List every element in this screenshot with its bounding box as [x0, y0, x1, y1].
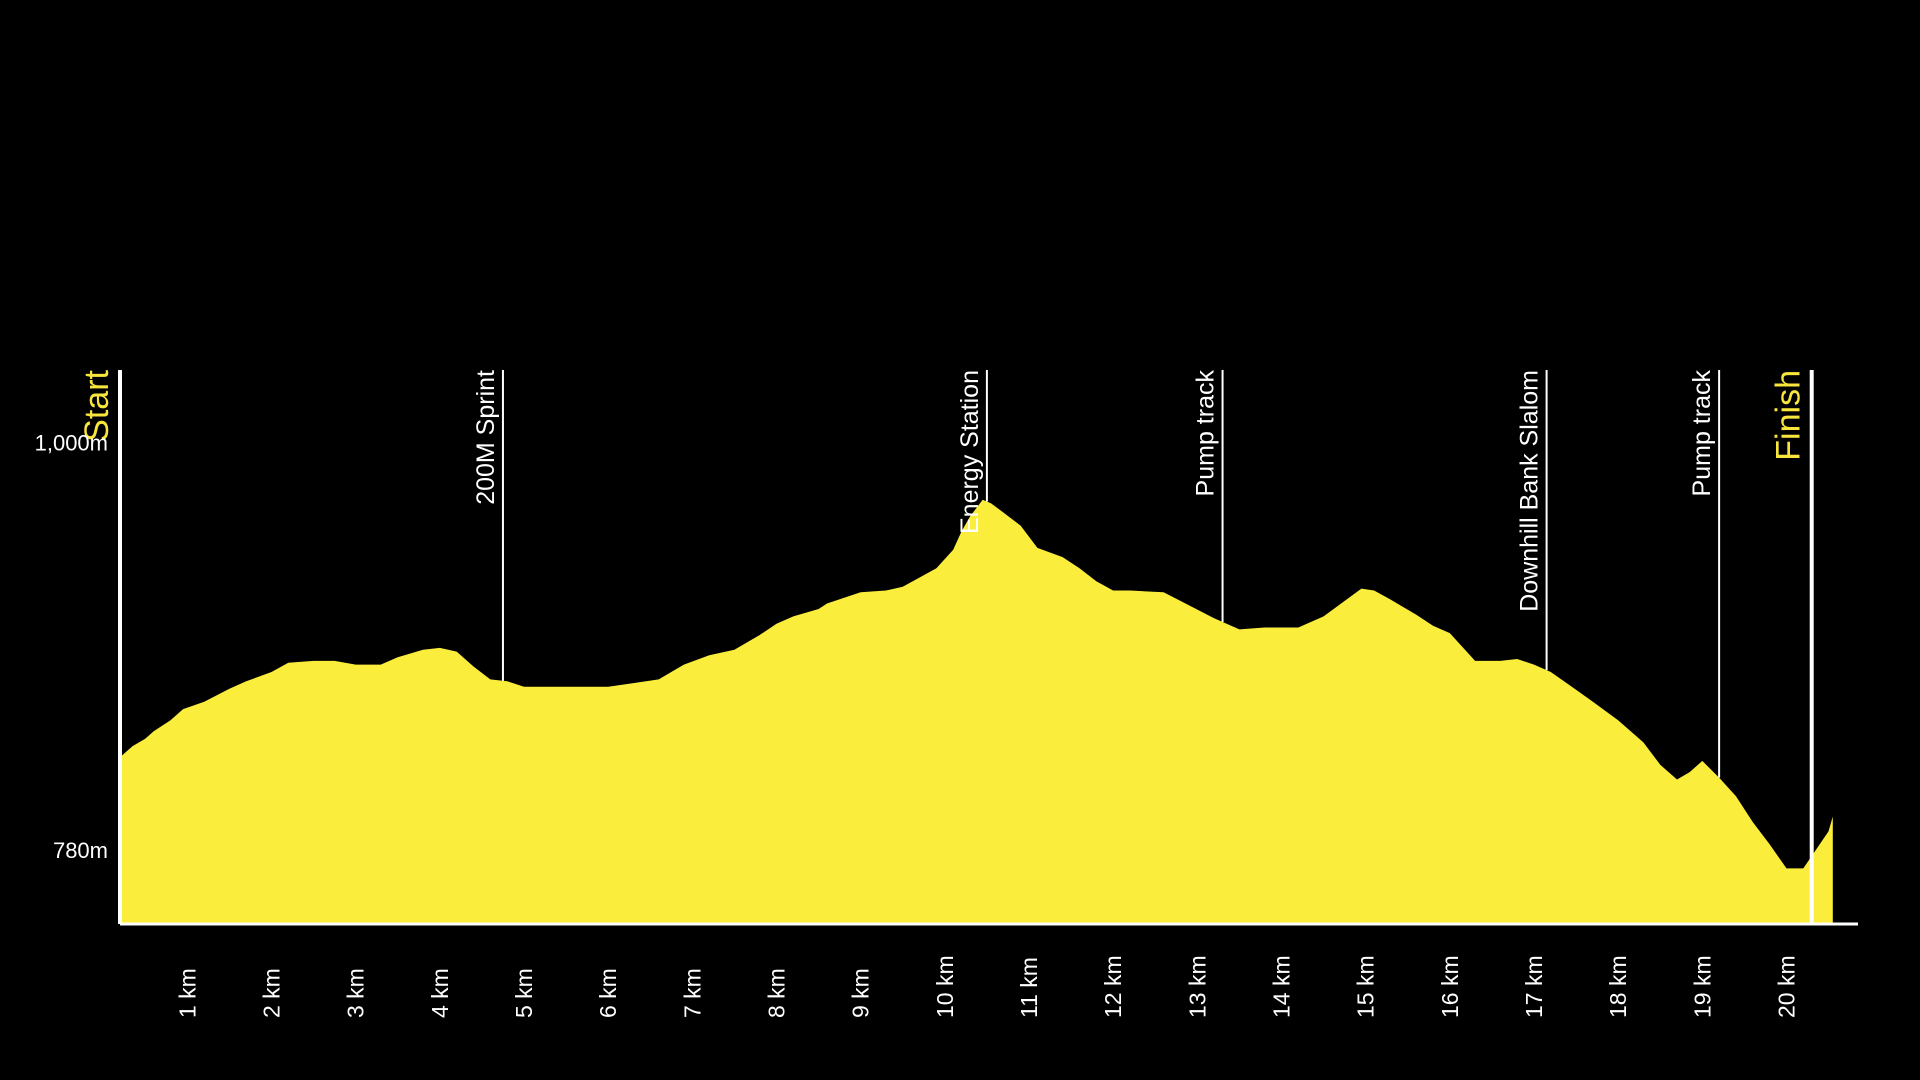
x-tick-label: 1 km	[174, 968, 200, 1018]
x-tick-label: 2 km	[258, 968, 284, 1018]
x-tick-label: 19 km	[1689, 955, 1715, 1018]
endpoint-label-0: Start	[78, 369, 116, 441]
marker-label-3: Pump track	[1192, 370, 1220, 497]
x-tick-label: 18 km	[1605, 955, 1631, 1018]
x-tick-label: 7 km	[679, 968, 705, 1018]
x-tick-label: 10 km	[932, 955, 958, 1018]
x-tick-label: 15 km	[1353, 955, 1379, 1018]
x-tick-label: 13 km	[1184, 955, 1210, 1018]
marker-label-4: Downhill Bank Slalom	[1516, 370, 1544, 612]
marker-label-5: Pump track	[1688, 370, 1716, 497]
x-tick-label: 12 km	[1100, 955, 1126, 1018]
x-tick-label: 17 km	[1521, 955, 1547, 1018]
x-tick-label: 9 km	[848, 968, 874, 1018]
x-tick-label: 6 km	[595, 968, 621, 1018]
y-tick-label: 1,000m	[35, 430, 108, 455]
marker-label-1: 200M Sprint	[472, 370, 500, 505]
x-tick-label: 16 km	[1437, 955, 1463, 1018]
x-tick-label: 3 km	[343, 968, 369, 1018]
x-tick-label: 8 km	[763, 968, 789, 1018]
x-tick-label: 20 km	[1773, 955, 1799, 1018]
x-tick-label: 11 km	[1016, 957, 1042, 1018]
y-tick-label: 780m	[53, 838, 108, 863]
marker-label-2: Energy Station	[956, 370, 984, 534]
elevation-area	[120, 499, 1833, 924]
x-tick-label: 5 km	[511, 968, 537, 1018]
x-tick-label: 14 km	[1268, 955, 1294, 1018]
endpoint-label-6: Finish	[1770, 370, 1808, 461]
x-tick-label: 4 km	[427, 968, 453, 1018]
